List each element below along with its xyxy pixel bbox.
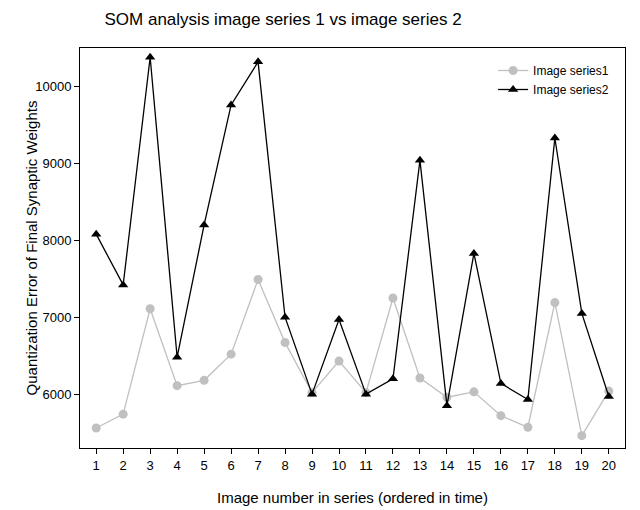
- svg-text:11: 11: [359, 458, 373, 473]
- svg-text:6000: 6000: [42, 387, 71, 402]
- svg-text:7: 7: [254, 458, 261, 473]
- svg-text:8000: 8000: [42, 233, 71, 248]
- svg-text:3: 3: [147, 458, 154, 473]
- svg-text:SOM analysis image series 1 vs: SOM analysis image series 1 vs image ser…: [105, 10, 462, 29]
- svg-text:10: 10: [332, 458, 346, 473]
- svg-text:14: 14: [440, 458, 454, 473]
- svg-text:18: 18: [548, 458, 562, 473]
- svg-text:Quantization Error of Final Sy: Quantization Error of Final Synaptic Wei…: [23, 101, 40, 396]
- svg-text:5: 5: [200, 458, 207, 473]
- svg-text:6: 6: [227, 458, 234, 473]
- svg-text:9: 9: [308, 458, 315, 473]
- svg-text:20: 20: [602, 458, 616, 473]
- svg-text:17: 17: [521, 458, 535, 473]
- svg-text:15: 15: [467, 458, 481, 473]
- svg-text:8: 8: [281, 458, 288, 473]
- svg-text:Image series1: Image series1: [533, 64, 609, 78]
- svg-text:2: 2: [120, 458, 127, 473]
- svg-text:7000: 7000: [42, 310, 71, 325]
- svg-text:4: 4: [174, 458, 181, 473]
- svg-text:9000: 9000: [42, 156, 71, 171]
- svg-text:12: 12: [386, 458, 400, 473]
- svg-text:Image series2: Image series2: [533, 83, 609, 97]
- svg-text:19: 19: [575, 458, 589, 473]
- svg-text:10000: 10000: [35, 79, 71, 94]
- svg-text:Image number in series (ordere: Image number in series (ordered in time): [217, 489, 488, 506]
- svg-text:1: 1: [93, 458, 100, 473]
- svg-text:13: 13: [413, 458, 427, 473]
- svg-text:16: 16: [494, 458, 508, 473]
